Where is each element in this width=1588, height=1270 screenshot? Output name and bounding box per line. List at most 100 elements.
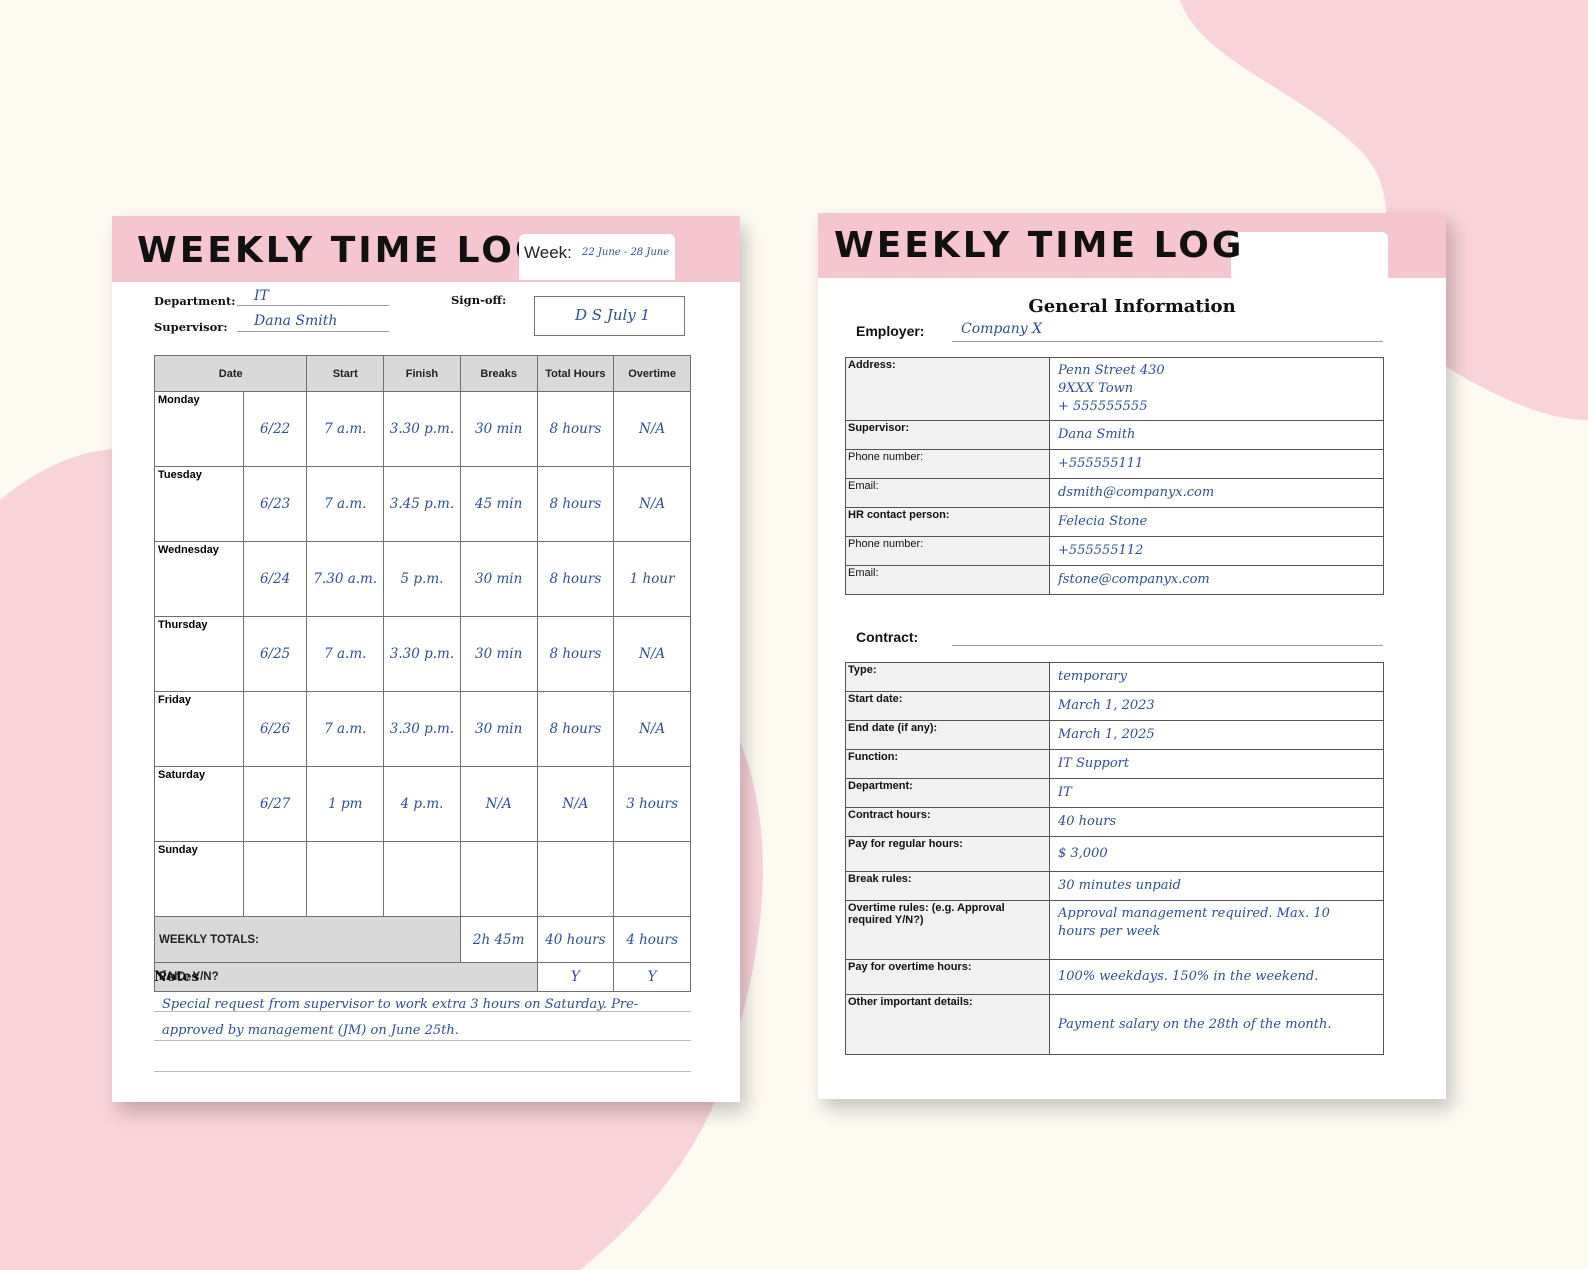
- overtime-cell[interactable]: 1 hour: [613, 541, 691, 617]
- breaks-cell[interactable]: 30 min: [459, 391, 538, 467]
- overtime-cell[interactable]: N/A: [613, 391, 691, 467]
- finish-cell[interactable]: 3.45 p.m.: [383, 466, 461, 542]
- day-label: Monday: [154, 391, 244, 467]
- start-cell[interactable]: 1 pm: [306, 766, 385, 842]
- info-value[interactable]: Approval management required. Max. 10 hou…: [1049, 900, 1384, 960]
- info-row: Function: IT Support: [845, 749, 1384, 779]
- date-cell[interactable]: 6/24: [242, 541, 308, 617]
- contract-label: Contract:: [856, 629, 919, 645]
- breaks-cell[interactable]: N/A: [459, 766, 538, 842]
- info-value[interactable]: Penn Street 430 9XXX Town + 555555555: [1049, 357, 1384, 421]
- info-row: Start date: March 1, 2023: [845, 691, 1384, 721]
- total-cell[interactable]: [536, 841, 615, 917]
- info-value[interactable]: IT: [1049, 778, 1384, 808]
- info-row: Overtime rules: (e.g. Approval required …: [845, 900, 1384, 960]
- finish-cell[interactable]: [383, 841, 461, 917]
- notes-line-2[interactable]: approved by management (JM) on June 25th…: [162, 1023, 459, 1038]
- notes-rule-2: [154, 1040, 691, 1041]
- week-value[interactable]: 22 June - 28 June: [582, 247, 670, 258]
- supervisor-underline: [237, 331, 389, 332]
- signoff-label: Sign-off:: [451, 293, 507, 307]
- start-cell[interactable]: 7 a.m.: [306, 691, 385, 767]
- info-value[interactable]: +555555112: [1049, 536, 1384, 566]
- info-row: Other important details: Payment salary o…: [845, 994, 1384, 1055]
- overtime-cell[interactable]: N/A: [613, 466, 691, 542]
- overtime-cell[interactable]: 3 hours: [613, 766, 691, 842]
- breaks-cell[interactable]: 45 min: [459, 466, 538, 542]
- department-field[interactable]: IT: [254, 288, 269, 304]
- paid-hours-cell[interactable]: Y: [536, 962, 615, 992]
- overtime-cell[interactable]: N/A: [613, 616, 691, 692]
- date-cell[interactable]: 6/26: [242, 691, 308, 767]
- finish-cell[interactable]: 3.30 p.m.: [383, 691, 461, 767]
- col-header-date: Date: [153, 355, 308, 392]
- info-value[interactable]: March 1, 2023: [1049, 691, 1384, 721]
- info-value-line: March 1, 2023: [1058, 698, 1155, 713]
- info-value[interactable]: fstone@companyx.com: [1049, 565, 1384, 595]
- total-cell[interactable]: N/A: [536, 766, 615, 842]
- weekly-totals-label: WEEKLY TOTALS:: [154, 916, 461, 963]
- info-value[interactable]: Payment salary on the 28th of the month.: [1049, 994, 1384, 1055]
- total-cell[interactable]: 8 hours: [536, 391, 615, 467]
- employer-field[interactable]: Company X: [961, 321, 1043, 337]
- date-cell[interactable]: 6/22: [242, 391, 308, 467]
- date-cell[interactable]: 6/27: [242, 766, 308, 842]
- total-cell[interactable]: 8 hours: [536, 616, 615, 692]
- total-cell[interactable]: 8 hours: [536, 691, 615, 767]
- finish-cell[interactable]: 5 p.m.: [383, 541, 461, 617]
- info-label: Supervisor:: [845, 420, 1050, 450]
- info-value[interactable]: IT Support: [1049, 749, 1384, 779]
- notes-line-1[interactable]: Special request from supervisor to work …: [162, 997, 639, 1012]
- date-cell[interactable]: [242, 841, 308, 917]
- overtime-total-cell[interactable]: 4 hours: [613, 916, 691, 963]
- day-label: Sunday: [154, 841, 244, 917]
- breaks-cell[interactable]: 30 min: [459, 616, 538, 692]
- signoff-box[interactable]: D S July 1: [534, 296, 685, 336]
- hours-total-cell[interactable]: 40 hours: [536, 916, 615, 963]
- start-cell[interactable]: [306, 841, 385, 917]
- info-value[interactable]: March 1, 2025: [1049, 720, 1384, 750]
- info-row: Phone number: +555555111: [845, 449, 1384, 479]
- title-tab-cutout: [1231, 232, 1388, 278]
- breaks-cell[interactable]: 30 min: [459, 541, 538, 617]
- info-value[interactable]: Felecia Stone: [1049, 507, 1384, 537]
- table-header-row: Date Start Finish Breaks Total Hours Ove…: [153, 355, 691, 392]
- table-row: Monday 6/22 7 a.m. 3.30 p.m. 30 min 8 hours N/…: [154, 391, 691, 467]
- finish-cell[interactable]: 4 p.m.: [383, 766, 461, 842]
- paid-overtime-cell[interactable]: Y: [613, 962, 691, 992]
- info-label: Start date:: [845, 691, 1050, 721]
- overtime-cell[interactable]: [613, 841, 691, 917]
- breaks-cell[interactable]: [459, 841, 538, 917]
- finish-cell[interactable]: 3.30 p.m.: [383, 616, 461, 692]
- total-cell[interactable]: 8 hours: [536, 466, 615, 542]
- info-label: End date (if any):: [845, 720, 1050, 750]
- info-value[interactable]: 40 hours: [1049, 807, 1384, 837]
- total-cell[interactable]: 8 hours: [536, 541, 615, 617]
- info-value-line: fstone@companyx.com: [1058, 572, 1210, 587]
- supervisor-field[interactable]: Dana Smith: [254, 313, 338, 329]
- breaks-total-cell[interactable]: 2h 45m: [459, 916, 538, 963]
- table-row: Tuesday 6/23 7 a.m. 3.45 p.m. 45 min 8 hours N…: [154, 466, 691, 542]
- info-value[interactable]: Dana Smith: [1049, 420, 1384, 450]
- info-label: Email:: [845, 565, 1050, 595]
- start-cell[interactable]: 7 a.m.: [306, 616, 385, 692]
- info-value[interactable]: $ 3,000: [1049, 836, 1384, 872]
- info-value[interactable]: 30 minutes unpaid: [1049, 871, 1384, 901]
- info-value[interactable]: temporary: [1049, 662, 1384, 692]
- info-value[interactable]: dsmith@companyx.com: [1049, 478, 1384, 508]
- table-row: Thursday 6/25 7 a.m. 3.30 p.m. 30 min 8 hours…: [154, 616, 691, 692]
- start-cell[interactable]: 7 a.m.: [306, 391, 385, 467]
- department-label: Department:: [154, 294, 236, 308]
- info-value-line: IT: [1058, 785, 1072, 800]
- start-cell[interactable]: 7 a.m.: [306, 466, 385, 542]
- notes-label: Notes: [154, 969, 200, 985]
- finish-cell[interactable]: 3.30 p.m.: [383, 391, 461, 467]
- info-value[interactable]: 100% weekdays. 150% in the weekend.: [1049, 959, 1384, 995]
- info-value[interactable]: +555555111: [1049, 449, 1384, 479]
- breaks-cell[interactable]: 30 min: [459, 691, 538, 767]
- date-cell[interactable]: 6/25: [242, 616, 308, 692]
- info-row: Break rules: 30 minutes unpaid: [845, 871, 1384, 901]
- date-cell[interactable]: 6/23: [242, 466, 308, 542]
- start-cell[interactable]: 7.30 a.m.: [306, 541, 385, 617]
- overtime-cell[interactable]: N/A: [613, 691, 691, 767]
